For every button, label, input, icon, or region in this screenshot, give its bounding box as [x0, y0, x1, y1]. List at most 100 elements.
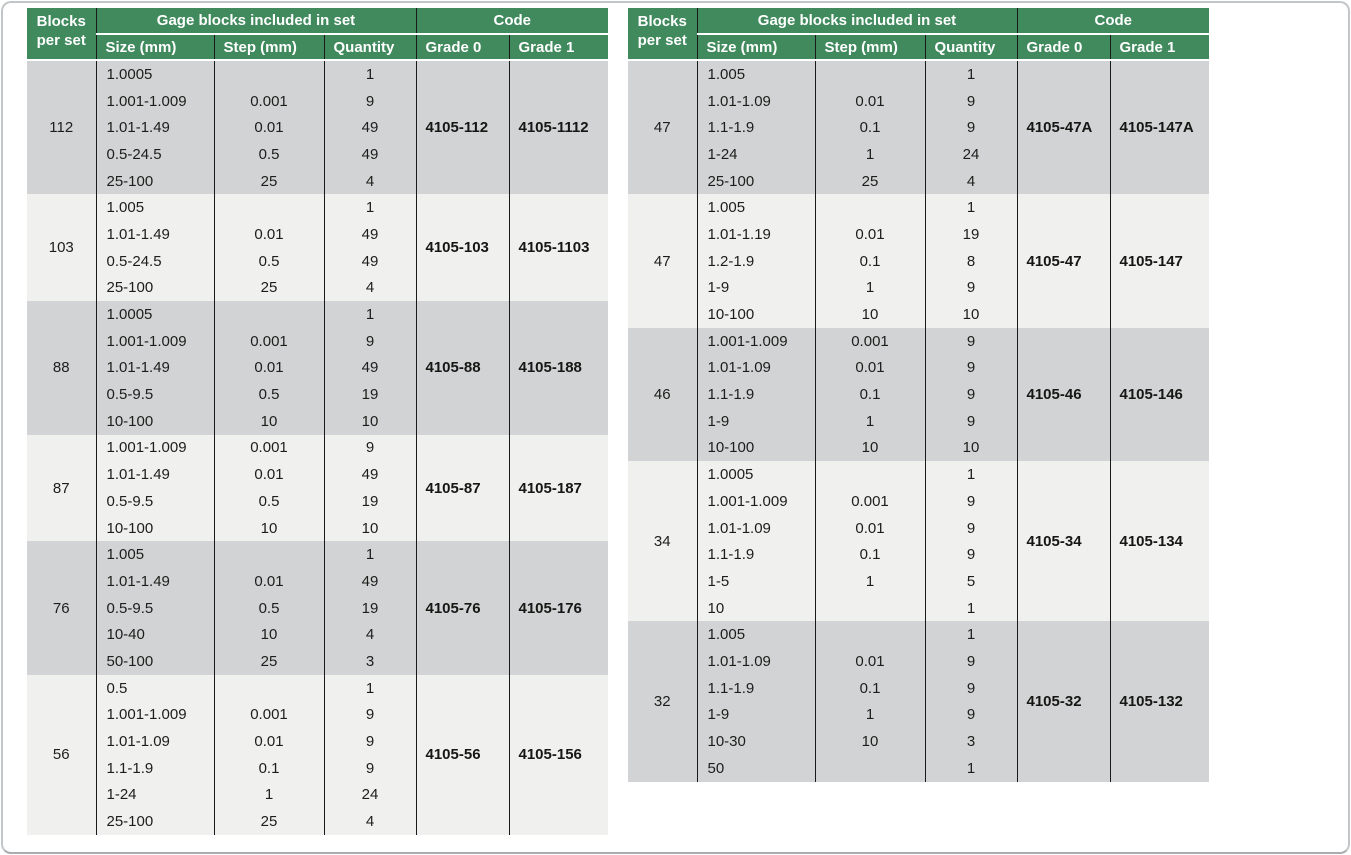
table-row: 10-100 10 10	[27, 514, 608, 542]
quantity-cell: 1	[924, 60, 1017, 88]
step-cell: 0.1	[814, 674, 925, 702]
step-cell: 1	[814, 274, 925, 302]
quantity-cell: 1	[323, 541, 416, 569]
size-cell: 1-24	[95, 781, 214, 809]
blocks-per-set-cell: 88	[27, 301, 96, 435]
size-cell: 0.5	[95, 674, 214, 702]
table-row: 1.1-1.9 0.1 9	[27, 754, 608, 782]
step-cell: 0.5	[213, 381, 324, 408]
table-row: 47 1.005 1 4105-47A 4105-147A	[628, 60, 1209, 195]
blocks-per-set-header: Blocks per set	[628, 8, 697, 61]
code-group-header: Code	[1016, 8, 1209, 35]
size-cell: 1.01-1.49	[95, 354, 214, 382]
step-cell	[814, 594, 925, 622]
table-row: 1.001-1.009 0.001 9	[628, 488, 1209, 515]
size-cell: 1.01-1.49	[95, 114, 214, 142]
size-cell: 1-9	[696, 274, 815, 302]
table-row: 87 1.001-1.009 0.001 9 4105-87 4105-187	[27, 434, 608, 542]
step-cell: 0.01	[814, 514, 925, 542]
size-cell: 0.5-24.5	[95, 247, 214, 275]
table-row: 1.001-1.009 0.001 9	[27, 327, 608, 355]
grade0-code-cell: 4105-32	[1016, 621, 1110, 782]
table-row: 1.1-1.9 0.1 9	[628, 381, 1209, 408]
size-cell: 0.5-9.5	[95, 594, 214, 622]
table-row: 1.01-1.49 0.01 49	[27, 461, 608, 488]
quantity-cell: 9	[924, 354, 1017, 382]
quantity-cell: 49	[323, 141, 416, 168]
quantity-cell: 1	[323, 674, 416, 702]
quantity-cell: 4	[323, 167, 416, 195]
grade0-code-cell: 4105-88	[415, 301, 509, 435]
table-row: 32 1.005 1 4105-32 4105-132	[628, 621, 1209, 782]
blocks-per-set-cell: 47	[628, 60, 697, 195]
quantity-cell: 49	[323, 461, 416, 488]
blocks-per-set-cell: 46	[628, 327, 697, 462]
size-cell: 25-100	[696, 167, 815, 195]
step-cell: 0.01	[213, 461, 324, 488]
quantity-cell: 9	[323, 327, 416, 355]
quantity-cell: 9	[924, 114, 1017, 142]
step-cell: 0.001	[814, 488, 925, 515]
quantity-cell: 10	[924, 301, 1017, 328]
quantity-cell: 9	[924, 648, 1017, 675]
quantity-cell: 5	[924, 568, 1017, 595]
gage-blocks-group-header: Gage blocks included in set	[696, 8, 1017, 35]
blocks-per-set-cell: 112	[27, 60, 96, 195]
size-cell: 1.005	[95, 194, 214, 222]
tables-container: Blocks per set Gage blocks included in se…	[27, 8, 1209, 835]
size-cell: 10-40	[95, 621, 214, 649]
size-cell: 0.5-24.5	[95, 141, 214, 168]
size-cell: 0.5-9.5	[95, 381, 214, 408]
size-cell: 1.001-1.009	[95, 87, 214, 115]
step-cell: 0.001	[213, 327, 324, 355]
quantity-cell: 8	[924, 247, 1017, 275]
size-cell: 1.1-1.9	[696, 381, 815, 408]
step-cell: 0.01	[213, 114, 324, 142]
grade0-code-cell: 4105-56	[415, 674, 509, 835]
table-row: 47 1.005 1 4105-47 4105-147	[628, 194, 1209, 328]
table-row: 1.1-1.9 0.1 9	[628, 674, 1209, 702]
step-cell: 0.001	[814, 327, 925, 355]
step-cell: 0.1	[814, 247, 925, 275]
table-row: 0.5-24.5 0.5 49	[27, 247, 608, 275]
quantity-cell: 9	[924, 701, 1017, 729]
blocks-per-set-cell: 87	[27, 434, 96, 542]
quantity-cell: 49	[323, 247, 416, 275]
table-row: 112 1.0005 1 4105-112 4105-1112	[27, 60, 608, 195]
table-row: 50-100 25 3	[27, 648, 608, 675]
size-cell: 1.001-1.009	[95, 327, 214, 355]
table-row: 10-30 10 3	[628, 728, 1209, 755]
step-cell: 0.1	[814, 381, 925, 408]
table-row: 1.1-1.9 0.1 9	[628, 541, 1209, 569]
grade0-code-cell: 4105-47	[1016, 194, 1110, 328]
size-cell: 10-100	[696, 434, 815, 462]
grade0-column-header: Grade 0	[415, 33, 509, 61]
quantity-cell: 9	[323, 701, 416, 729]
table-body: 112 1.0005 1 4105-112 4105-1112 1.001-1.009 0.…	[27, 60, 608, 835]
size-cell: 1.005	[95, 541, 214, 569]
quantity-cell: 1	[924, 594, 1017, 622]
size-cell: 1.01-1.09	[696, 354, 815, 382]
step-cell: 25	[814, 167, 925, 195]
size-cell: 50-100	[95, 648, 214, 675]
size-cell: 0.5-9.5	[95, 488, 214, 515]
quantity-cell: 9	[924, 381, 1017, 408]
quantity-cell: 9	[924, 541, 1017, 569]
quantity-cell: 19	[323, 381, 416, 408]
table-row: 50 1	[628, 754, 1209, 782]
table-row: 0.5-9.5 0.5 19	[27, 488, 608, 515]
quantity-cell: 9	[924, 87, 1017, 115]
step-cell: 0.01	[814, 648, 925, 675]
quantity-cell: 1	[323, 194, 416, 222]
step-cell: 0.01	[213, 728, 324, 755]
size-cell: 1.01-1.09	[696, 648, 815, 675]
table-row: 0.5-9.5 0.5 19	[27, 594, 608, 622]
quantity-cell: 9	[924, 514, 1017, 542]
step-cell: 0.5	[213, 488, 324, 515]
blocks-per-set-cell: 56	[27, 674, 96, 835]
quantity-cell: 49	[323, 221, 416, 248]
grade0-column-header: Grade 0	[1016, 33, 1110, 61]
step-cell	[213, 60, 324, 88]
size-cell: 1.1-1.9	[696, 541, 815, 569]
size-column-header: Size (mm)	[95, 33, 214, 61]
